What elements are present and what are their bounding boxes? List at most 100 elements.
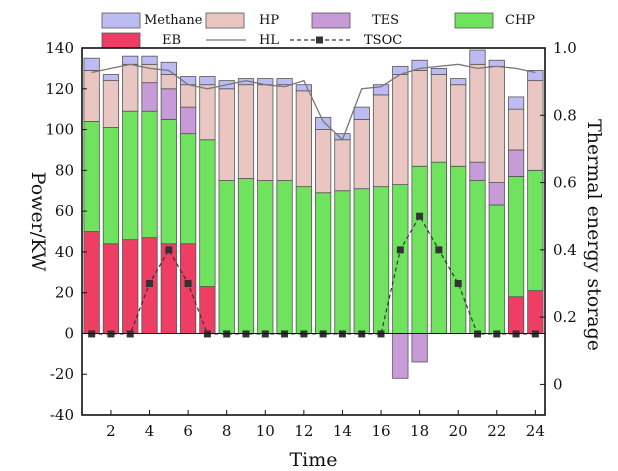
bar-hp-19	[430, 74, 448, 163]
y2-tick-label: 0.4	[553, 241, 577, 259]
y-tick-label: -20	[50, 365, 74, 383]
bar-chp-21	[469, 180, 486, 334]
bar-chp-5	[160, 118, 177, 245]
bar-tes-21	[469, 161, 486, 181]
bar-hp-3	[122, 63, 139, 112]
tsoc-marker-10	[261, 330, 269, 338]
y-tick-label: 100	[45, 121, 74, 139]
bar-tes-23	[507, 149, 525, 177]
line-layer	[88, 63, 539, 338]
legend-swatch-hp	[205, 12, 245, 29]
bar-layer	[83, 49, 544, 379]
legend-label-hp: HP	[259, 13, 279, 28]
x-tick-label: 2	[106, 422, 116, 440]
tsoc-marker-20	[454, 279, 462, 287]
y-tick-label: 80	[55, 161, 74, 179]
x-tick-label: 16	[371, 422, 390, 440]
y-tick-label: 60	[55, 202, 74, 220]
bar-chp-13	[315, 192, 332, 334]
y2-tick-label: 0.6	[553, 174, 577, 192]
tsoc-marker-16	[377, 330, 385, 338]
bar-hp-8	[218, 88, 235, 181]
tsoc-marker-13	[319, 330, 327, 338]
legend-label-chp: CHP	[505, 13, 535, 28]
legend-label-tsoc: TSOC	[364, 33, 402, 48]
bar-eb-2	[102, 243, 120, 334]
bar-tes-17	[392, 333, 409, 379]
bar-tes-4	[141, 82, 158, 112]
bar-eb-23	[507, 296, 525, 334]
bar-chp-24	[527, 169, 544, 292]
tsoc-marker-14	[338, 330, 346, 338]
bar-hp-11	[276, 84, 293, 181]
tsoc-marker-6	[184, 279, 192, 287]
tsoc-marker-18	[416, 212, 424, 220]
bar-methane-21	[469, 49, 486, 65]
x-tick-label: 24	[526, 422, 545, 440]
y2-tick-label: 0	[553, 375, 563, 393]
bar-eb-7	[199, 286, 216, 334]
x-tick-label: 20	[449, 422, 468, 440]
legend: Methane HP TES CHP EB HL TSOC	[101, 12, 535, 49]
legend-swatch-tes	[311, 12, 351, 29]
y2-tick-label: 1.0	[553, 39, 577, 57]
bar-hp-6	[179, 84, 197, 108]
bar-tes-5	[160, 88, 177, 120]
bar-methane-1	[83, 57, 100, 71]
legend-label-eb: EB	[162, 33, 181, 48]
bar-hp-13	[315, 129, 332, 194]
x-tick-label: 14	[333, 422, 352, 440]
bar-chp-6	[179, 133, 197, 245]
bar-eb-1	[83, 231, 100, 334]
tsoc-marker-19	[435, 246, 443, 254]
bar-chp-14	[334, 190, 351, 334]
bar-hp-16	[372, 94, 390, 188]
bar-hp-2	[102, 80, 120, 128]
tsoc-marker-8	[223, 330, 231, 338]
bar-tes-22	[488, 182, 505, 206]
bar-methane-11	[276, 78, 293, 86]
y2-tick-label: 0.8	[553, 106, 577, 124]
bar-methane-4	[141, 55, 158, 65]
bar-chp-1	[83, 121, 100, 232]
tsoc-marker-12	[300, 330, 308, 338]
bar-hp-20	[450, 84, 467, 167]
x-tick-label: 6	[183, 422, 193, 440]
legend-label-hl: HL	[259, 33, 279, 48]
tsoc-marker-21	[473, 330, 481, 338]
bar-methane-22	[488, 59, 505, 67]
bar-chp-20	[450, 165, 467, 334]
y-axis-title: Power/KW	[27, 172, 49, 272]
x-axis-title: Time	[289, 449, 337, 471]
tsoc-marker-3	[126, 330, 134, 338]
bar-chp-11	[276, 180, 293, 334]
bar-hp-12	[295, 90, 312, 188]
bar-chp-7	[199, 139, 216, 287]
bar-chp-15	[353, 188, 370, 334]
tsoc-marker-22	[493, 330, 501, 338]
x-tick-label: 10	[256, 422, 275, 440]
tsoc-marker-15	[358, 330, 366, 338]
tsoc-marker-24	[531, 330, 539, 338]
y2-tick-label: 0.2	[553, 308, 577, 326]
x-tick-label: 18	[410, 422, 429, 440]
x-tick-label: 22	[487, 422, 506, 440]
bar-chp-18	[411, 165, 428, 334]
bar-chp-12	[295, 186, 312, 334]
bar-chp-4	[141, 110, 158, 239]
bar-eb-24	[527, 290, 544, 334]
tsoc-marker-7	[203, 330, 211, 338]
bar-hp-14	[334, 139, 351, 192]
y-tick-label: 0	[64, 324, 74, 342]
bar-chp-22	[488, 204, 505, 334]
bar-chp-2	[102, 127, 120, 245]
legend-swatch-methane	[101, 12, 141, 29]
legend-swatch-chp	[454, 12, 494, 29]
tsoc-marker-4	[146, 279, 154, 287]
bar-chp-8	[218, 180, 235, 334]
y-tick-label: 120	[45, 80, 74, 98]
bar-hp-24	[527, 80, 544, 171]
legend-swatch-marker-tsoc	[316, 36, 323, 44]
y-tick-label: 20	[55, 284, 74, 302]
